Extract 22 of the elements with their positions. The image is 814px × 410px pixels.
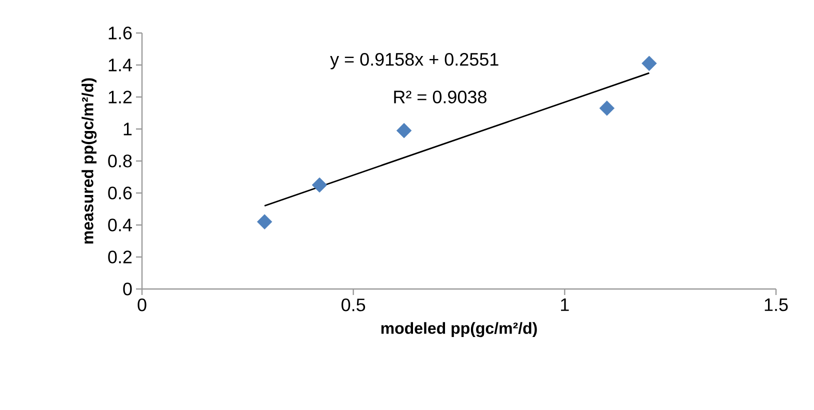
y-tick-label: 1	[124, 122, 132, 136]
x-axis-title: modeled pp(gc/m²/d)	[381, 322, 537, 338]
point	[312, 177, 328, 193]
y-tick-label: 1.4	[108, 58, 132, 72]
x-tick-label: 1.5	[764, 298, 788, 312]
y-tick-label: 0	[123, 282, 132, 296]
y-tick-label: 0.8	[108, 154, 132, 168]
y-tick-label: 0.4	[108, 218, 132, 232]
y-tick-label: 0.2	[108, 250, 132, 264]
point	[256, 214, 272, 230]
x-tick-label: 1	[561, 298, 569, 311]
point	[396, 122, 412, 138]
annotation: y = 0.9158x + 0.2551	[330, 53, 498, 70]
x-tick-label: 0	[138, 298, 146, 312]
y-tick-label: 0.6	[108, 186, 132, 200]
point	[599, 100, 615, 116]
y-tick-label: 1.2	[108, 90, 132, 104]
point	[642, 56, 657, 72]
annotation: R² = 0.9038	[394, 90, 486, 104]
y-axis-title: measured pp(gc/m²/d)	[82, 78, 97, 244]
x-tick-label: 0.5	[342, 298, 366, 312]
y-tick-label: 1.6	[108, 26, 132, 40]
